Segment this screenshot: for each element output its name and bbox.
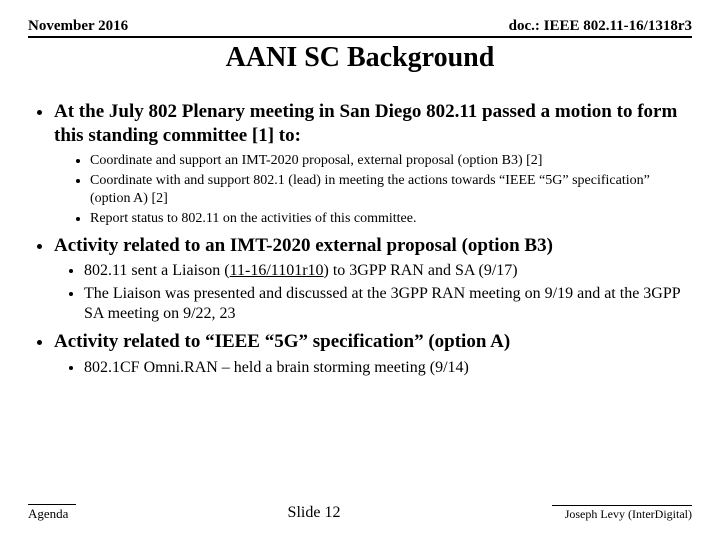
footer-right: Joseph Levy (InterDigital) xyxy=(552,505,692,522)
list-item: Activity related to “IEEE “5G” specifica… xyxy=(54,330,692,378)
header-doc: doc.: IEEE 802.11-16/1318r3 xyxy=(509,18,692,35)
header-row: November 2016 doc.: IEEE 802.11-16/1318r… xyxy=(28,18,692,38)
list-item: 802.11 sent a Liaison (11-16/1101r10) to… xyxy=(84,261,692,281)
list-item: The Liaison was presented and discussed … xyxy=(84,284,692,324)
footer-left: Agenda xyxy=(28,504,76,522)
list-item: Coordinate and support an IMT-2020 propo… xyxy=(90,152,692,170)
list-item: At the July 802 Plenary meeting in San D… xyxy=(54,100,692,228)
bullet-list: At the July 802 Plenary meeting in San D… xyxy=(28,100,692,378)
sub-list: 802.11 sent a Liaison (11-16/1101r10) to… xyxy=(54,261,692,324)
sub-list: Coordinate and support an IMT-2020 propo… xyxy=(54,152,692,228)
header-date: November 2016 xyxy=(28,18,128,35)
list-item: Activity related to an IMT-2020 external… xyxy=(54,234,692,325)
list-item: 802.1CF Omni.RAN – held a brain storming… xyxy=(84,358,692,378)
list-item: Coordinate with and support 802.1 (lead)… xyxy=(90,172,692,207)
text-after-link: ) to 3GPP RAN and SA (9/17) xyxy=(324,262,518,279)
list-item-text: Activity related to an IMT-2020 external… xyxy=(54,235,553,256)
text-before-link: 802.11 sent a Liaison ( xyxy=(84,262,230,279)
list-item-text: At the July 802 Plenary meeting in San D… xyxy=(54,101,677,146)
list-item-text: Activity related to “IEEE “5G” specifica… xyxy=(54,331,510,352)
footer-center: Slide 12 xyxy=(288,504,341,522)
sub-list: 802.1CF Omni.RAN – held a brain storming… xyxy=(54,358,692,378)
list-item: Report status to 802.11 on the activitie… xyxy=(90,210,692,228)
slide-title: AANI SC Background xyxy=(28,42,692,74)
liaison-link[interactable]: 11-16/1101r10 xyxy=(230,262,324,279)
footer: Agenda Slide 12 Joseph Levy (InterDigita… xyxy=(28,504,692,522)
